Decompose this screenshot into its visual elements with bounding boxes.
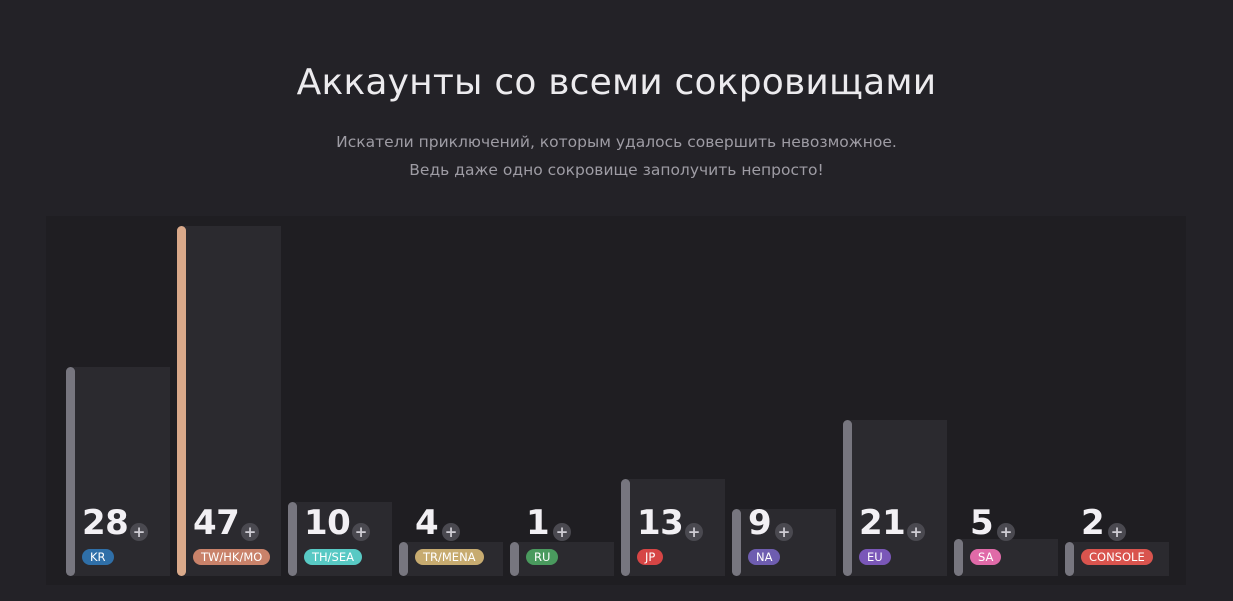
- bar-tw-hk-mo[interactable]: 47 + TW/HK/MO: [177, 216, 281, 585]
- region-badge: TW/HK/MO: [193, 549, 271, 565]
- expand-plus-icon[interactable]: +: [907, 523, 925, 541]
- expand-plus-icon[interactable]: +: [997, 523, 1015, 541]
- expand-plus-icon[interactable]: +: [130, 523, 148, 541]
- bar-ru[interactable]: 1 + RU: [510, 216, 614, 585]
- region-badge: CONSOLE: [1081, 549, 1153, 565]
- bar-na[interactable]: 9 + NA: [732, 216, 836, 585]
- region-badge: TR/MENA: [415, 549, 484, 565]
- bar-body: [70, 367, 170, 576]
- bar-value: 2: [1081, 503, 1105, 543]
- bar-accent-edge: [732, 509, 741, 576]
- expand-plus-icon[interactable]: +: [352, 523, 370, 541]
- bar-value: 28: [82, 503, 129, 543]
- subtitle-line-2: Ведь даже одно сокровище заполучить непр…: [409, 161, 824, 179]
- bar-body: [736, 509, 836, 576]
- bar-body: [181, 226, 281, 576]
- bar-kr[interactable]: 28 + KR: [66, 216, 170, 585]
- region-badge: KR: [82, 549, 114, 565]
- expand-plus-icon[interactable]: +: [775, 523, 793, 541]
- expand-plus-icon[interactable]: +: [553, 523, 571, 541]
- bar-accent-edge: [954, 539, 963, 576]
- bar-accent-edge: [177, 226, 186, 576]
- expand-plus-icon[interactable]: +: [685, 523, 703, 541]
- chart-panel: 28 + KR 47 + TW/HK/MO 10 + TH/SEA 4 + TR/MENA 1 + RU 13…: [46, 216, 1186, 585]
- bar-accent-edge: [288, 502, 297, 576]
- bar-value: 47: [193, 503, 240, 543]
- expand-plus-icon[interactable]: +: [241, 523, 259, 541]
- page-subtitle: Искатели приключений, которым удалось со…: [0, 128, 1233, 184]
- bar-th-sea[interactable]: 10 + TH/SEA: [288, 216, 392, 585]
- bar-value: 5: [970, 503, 994, 543]
- bar-value: 4: [415, 503, 439, 543]
- subtitle-line-1: Искатели приключений, которым удалось со…: [336, 133, 897, 151]
- bar-accent-edge: [399, 542, 408, 576]
- bar-value: 1: [526, 503, 550, 543]
- region-badge: RU: [526, 549, 559, 565]
- bar-accent-edge: [66, 367, 75, 576]
- bar-accent-edge: [510, 542, 519, 576]
- page-title: Аккаунты со всеми сокровищами: [296, 62, 937, 103]
- bar-accent-edge: [843, 420, 852, 576]
- bar-value: 21: [859, 503, 906, 543]
- bar-console[interactable]: 2 + CONSOLE: [1065, 216, 1169, 585]
- bar-jp[interactable]: 13 + JP: [621, 216, 725, 585]
- expand-plus-icon[interactable]: +: [1108, 523, 1126, 541]
- expand-plus-icon[interactable]: +: [442, 523, 460, 541]
- bar-value: 10: [304, 503, 351, 543]
- bar-eu[interactable]: 21 + EU: [843, 216, 947, 585]
- bar-accent-edge: [1065, 542, 1074, 576]
- bar-tr-mena[interactable]: 4 + TR/MENA: [399, 216, 503, 585]
- region-badge: TH/SEA: [304, 549, 362, 565]
- bar-accent-edge: [621, 479, 630, 576]
- bar-value: 13: [637, 503, 684, 543]
- bar-sa[interactable]: 5 + SA: [954, 216, 1058, 585]
- region-badge: EU: [859, 549, 891, 565]
- region-badge: JP: [637, 549, 664, 565]
- bar-value: 9: [748, 503, 772, 543]
- region-badge: NA: [748, 549, 781, 565]
- region-badge: SA: [970, 549, 1002, 565]
